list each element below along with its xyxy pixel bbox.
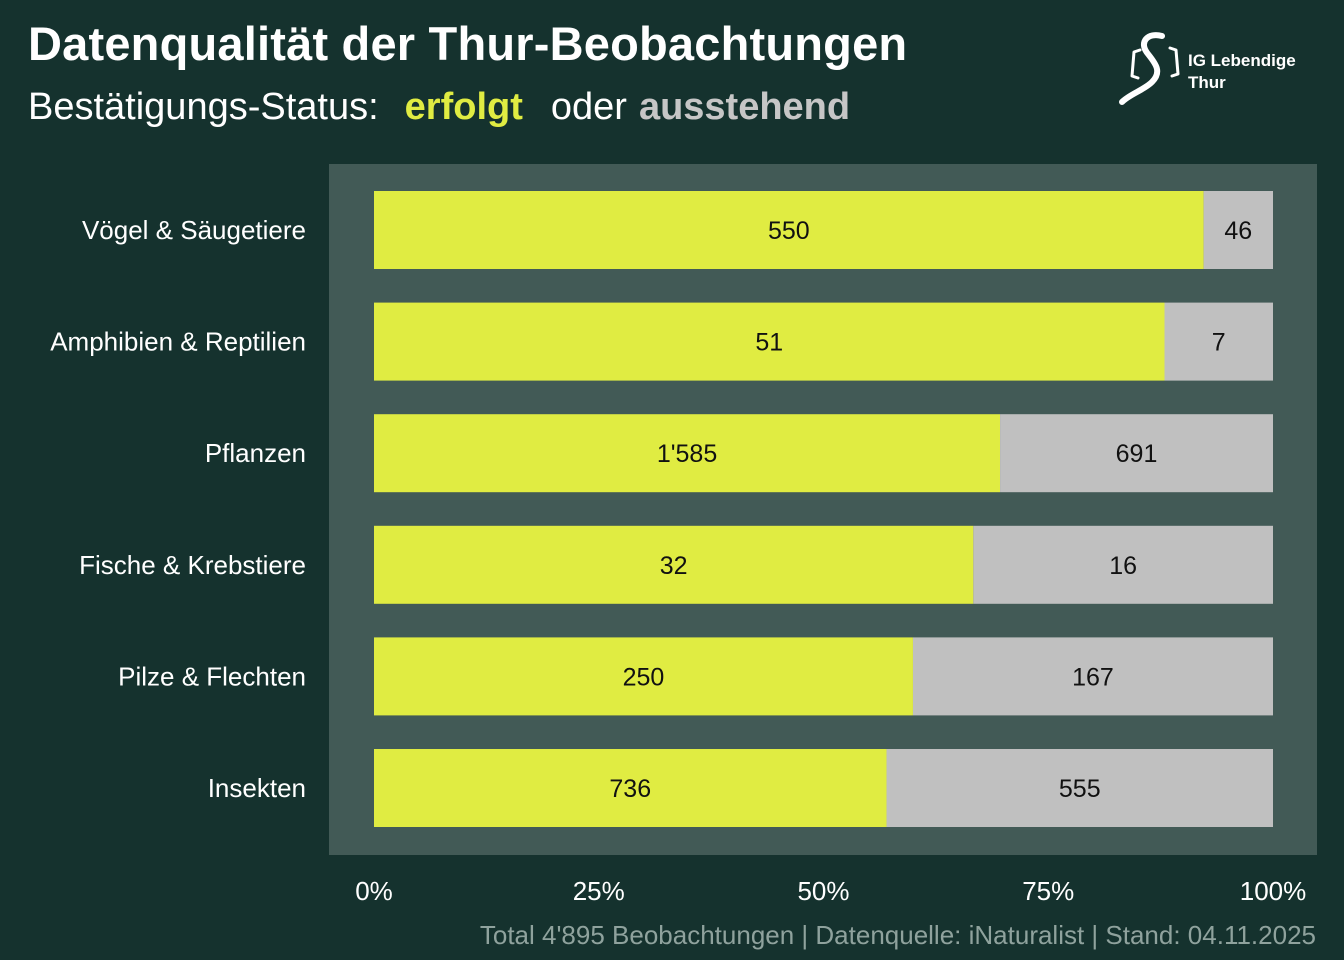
river-s-logo-icon — [1119, 32, 1180, 105]
footer-source: Total 4'895 Beobachtungen | Datenquelle:… — [479, 920, 1316, 950]
category-label: Pilze & Flechten — [118, 661, 306, 691]
bar-pending — [1164, 302, 1273, 381]
subtitle-or: oder — [550, 86, 627, 128]
data-label-confirmed: 550 — [768, 217, 810, 245]
bar-pending — [886, 749, 1273, 827]
x-tick-label: 25% — [573, 876, 625, 906]
category-label: Pflanzen — [205, 438, 306, 468]
data-label-confirmed: 250 — [623, 663, 665, 691]
bar-pending — [912, 637, 1273, 716]
data-label-pending: 7 — [1212, 329, 1226, 357]
logo-text: IG Lebendige Thur — [1188, 50, 1296, 94]
subtitle-pending: ausstehend — [638, 86, 851, 128]
x-tick-label: 50% — [797, 876, 849, 906]
bar-confirmed — [374, 191, 1204, 269]
bar-pending — [1203, 191, 1273, 269]
x-tick-label: 75% — [1022, 876, 1074, 906]
data-label-pending: 691 — [1116, 440, 1158, 468]
category-label: Vögel & Säugetiere — [82, 215, 306, 245]
category-label: Amphibien & Reptilien — [50, 327, 306, 357]
category-label: Insekten — [208, 773, 306, 803]
bar-confirmed — [374, 414, 1001, 493]
data-label-confirmed: 1'585 — [657, 440, 717, 468]
bar-confirmed — [374, 302, 1165, 381]
bar-confirmed — [374, 749, 887, 827]
bar-pending — [1000, 414, 1273, 493]
brand-logo: IG Lebendige Thur — [1118, 28, 1318, 108]
logo-line-2: Thur — [1188, 73, 1226, 92]
chart-subtitle: Bestätigungs-Status: erfolgt oder ausstehen… — [28, 86, 850, 129]
bar-pending — [973, 525, 1273, 604]
x-tick-label: 0% — [355, 876, 393, 906]
data-label-confirmed: 51 — [755, 329, 783, 357]
bar-confirmed — [374, 525, 974, 604]
data-label-pending: 46 — [1224, 217, 1252, 245]
data-label-confirmed: 32 — [660, 552, 688, 580]
data-label-confirmed: 736 — [609, 775, 651, 803]
data-label-pending: 167 — [1072, 663, 1114, 691]
subtitle-confirmed: erfolgt — [404, 86, 523, 128]
data-label-pending: 16 — [1109, 552, 1137, 580]
x-tick-label: 100% — [1240, 876, 1307, 906]
category-label: Fische & Krebstiere — [79, 550, 306, 580]
plot-panel — [329, 164, 1317, 855]
logo-line-1: IG Lebendige — [1188, 51, 1296, 70]
subtitle-prefix: Bestätigungs-Status: — [28, 86, 379, 128]
data-label-pending: 555 — [1059, 775, 1101, 803]
chart-title: Datenqualität der Thur-Beobachtungen — [28, 17, 908, 70]
bar-confirmed — [374, 637, 913, 716]
